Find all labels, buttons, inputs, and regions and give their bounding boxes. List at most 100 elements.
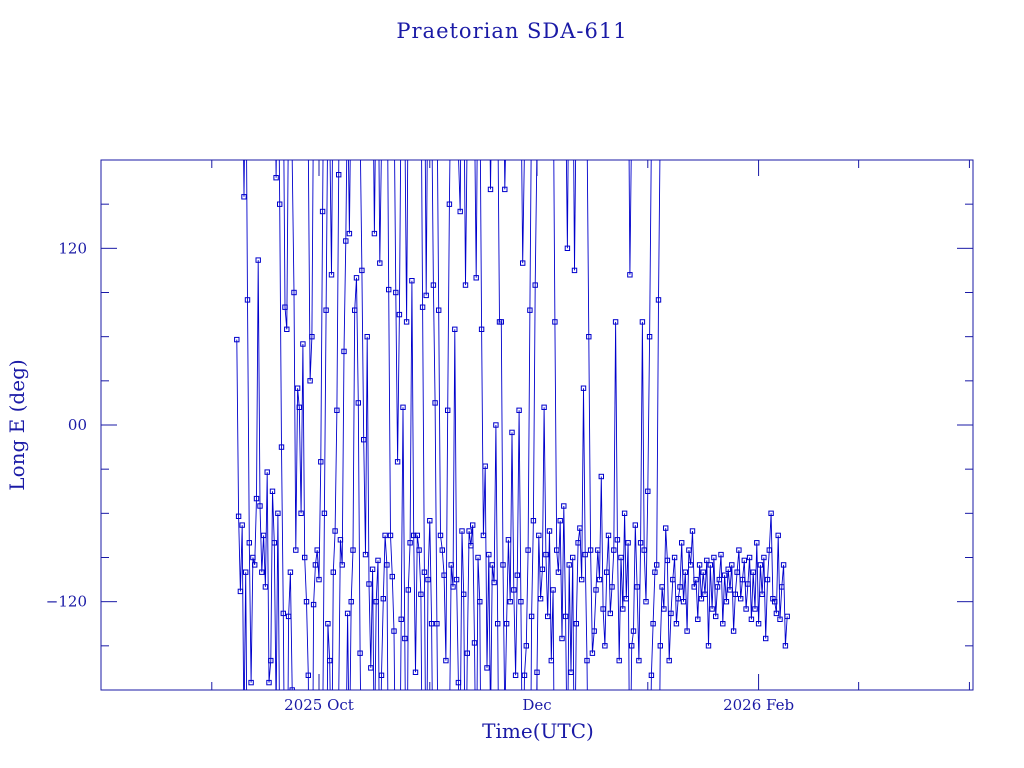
data-point xyxy=(650,621,656,627)
data-point xyxy=(453,576,460,583)
data-point xyxy=(296,404,303,411)
data-point xyxy=(353,275,360,281)
data-point xyxy=(321,510,328,517)
data-point xyxy=(393,289,399,296)
data-point xyxy=(271,540,278,546)
data-point xyxy=(350,547,356,553)
data-point xyxy=(528,613,535,620)
plot-frame xyxy=(100,159,974,691)
data-point xyxy=(772,599,778,605)
data-point xyxy=(537,596,544,602)
data-point xyxy=(764,576,771,583)
data-point xyxy=(364,334,370,340)
data-point xyxy=(614,537,621,543)
data-point xyxy=(713,613,719,620)
data-point xyxy=(302,554,308,561)
data-point xyxy=(654,562,660,568)
data-point xyxy=(518,599,524,605)
data-point xyxy=(629,643,635,649)
data-point xyxy=(466,528,472,534)
data-point xyxy=(727,587,733,593)
data-point xyxy=(332,528,338,534)
data-point xyxy=(473,275,479,281)
data-point xyxy=(709,606,715,612)
data-point xyxy=(428,621,435,627)
data-point xyxy=(461,591,467,597)
data-point xyxy=(346,230,353,237)
data-point xyxy=(436,307,442,313)
data-point xyxy=(612,319,619,325)
data-point xyxy=(235,513,242,519)
data-point xyxy=(620,606,626,612)
data-point xyxy=(362,551,369,558)
data-point xyxy=(746,554,753,561)
data-point xyxy=(264,469,270,475)
data-point xyxy=(307,378,313,384)
data-point xyxy=(609,584,615,590)
data-point xyxy=(661,606,667,612)
data-point xyxy=(464,650,471,656)
data-point xyxy=(257,503,263,509)
data-point xyxy=(570,554,576,561)
data-point xyxy=(416,547,422,553)
data-point xyxy=(287,569,294,575)
data-point xyxy=(636,657,642,664)
data-point xyxy=(714,584,721,590)
data-point xyxy=(748,616,755,622)
data-point xyxy=(294,385,301,391)
data-point xyxy=(766,547,772,553)
data-point xyxy=(541,404,547,411)
data-point xyxy=(743,606,749,612)
data-point xyxy=(730,628,737,634)
data-point xyxy=(452,326,458,333)
data-point xyxy=(698,596,705,602)
data-point xyxy=(623,596,629,602)
data-point xyxy=(289,687,295,690)
series-layer xyxy=(234,160,790,690)
data-point xyxy=(512,672,519,678)
data-point xyxy=(425,576,431,583)
data-point xyxy=(237,588,244,595)
data-point xyxy=(684,628,690,634)
data-point xyxy=(657,643,663,649)
data-point xyxy=(418,591,424,597)
data-point xyxy=(503,621,510,627)
data-point xyxy=(566,562,572,568)
series-line xyxy=(236,160,788,690)
data-point xyxy=(707,562,713,568)
data-point xyxy=(675,596,681,602)
data-point xyxy=(637,540,644,546)
data-point xyxy=(450,584,456,590)
data-point xyxy=(468,543,474,549)
data-point xyxy=(641,547,647,553)
data-point xyxy=(343,238,349,244)
data-point xyxy=(480,532,487,539)
data-point xyxy=(323,307,329,313)
data-point xyxy=(293,547,299,553)
data-point xyxy=(648,672,655,678)
data-point xyxy=(462,282,469,288)
data-point xyxy=(761,554,767,561)
data-point xyxy=(403,319,410,325)
data-point xyxy=(325,621,331,627)
data-point xyxy=(645,488,651,495)
data-point xyxy=(371,230,378,237)
data-point xyxy=(430,282,437,288)
data-point xyxy=(409,278,415,284)
data-point xyxy=(520,260,526,266)
data-point xyxy=(530,518,537,524)
data-point xyxy=(704,557,710,564)
data-point xyxy=(779,584,785,590)
data-point xyxy=(509,429,515,436)
data-point xyxy=(577,525,583,531)
data-point xyxy=(550,587,556,593)
data-point xyxy=(243,569,249,575)
data-point xyxy=(369,566,376,572)
data-point xyxy=(389,573,396,580)
data-point xyxy=(457,208,463,215)
data-point xyxy=(646,334,653,340)
data-point xyxy=(386,286,392,293)
data-point xyxy=(677,584,683,590)
data-point xyxy=(284,326,290,333)
data-point xyxy=(361,437,367,443)
